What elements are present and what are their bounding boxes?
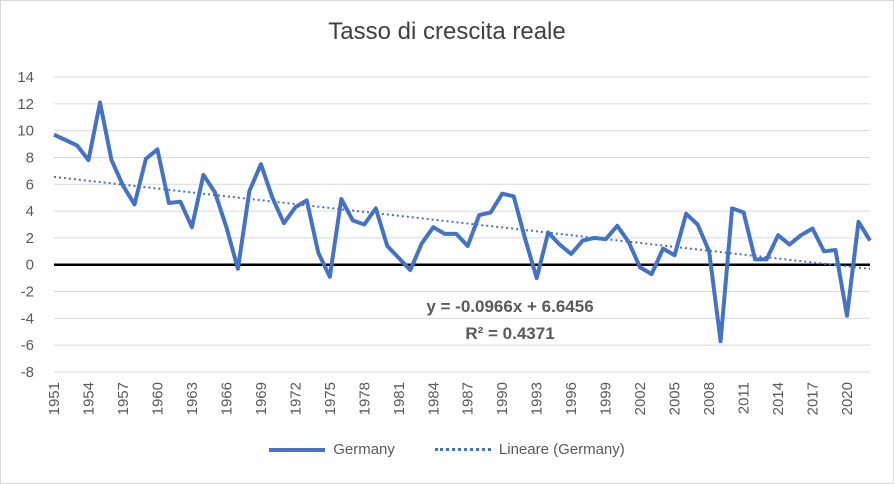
x-tick-label: 1987 (460, 382, 477, 415)
y-tick-label: 0 (26, 257, 34, 274)
y-tick-label: -8 (21, 364, 34, 381)
x-tick-label: 1996 (563, 382, 580, 415)
x-tick-label: 2014 (770, 382, 787, 415)
x-tick-label: 2020 (839, 382, 856, 415)
legend-item-trend: Lineare (Germany) (434, 441, 625, 458)
y-tick-label: 14 (17, 69, 34, 86)
x-tick-label: 1975 (322, 382, 339, 415)
x-tick-label: 1978 (356, 382, 373, 415)
x-tick-label: 1966 (218, 382, 235, 415)
legend: Germany Lineare (Germany) (0, 441, 894, 458)
x-axis-ticks: 1951 1954 1957 1960 1963 1966 1969 1972 1975 1978… (46, 382, 856, 415)
trend-r-squared: R² = 0.4371 (465, 324, 554, 343)
x-tick-label: 1972 (287, 382, 304, 415)
y-tick-label: 6 (26, 176, 34, 193)
y-tick-label: -2 (21, 284, 34, 301)
y-axis-ticks: 14 12 10 8 6 4 2 0 -2 -4 -6 -8 (17, 69, 34, 381)
legend-swatch-solid (269, 447, 326, 452)
y-tick-label: -6 (21, 337, 34, 354)
x-tick-label: 2008 (701, 382, 718, 415)
y-tick-label: 2 (26, 230, 34, 247)
y-tick-label: 10 (17, 123, 34, 140)
x-tick-label: 1951 (46, 382, 63, 415)
y-tick-label: 8 (26, 149, 34, 166)
x-tick-label: 1999 (598, 382, 615, 415)
y-tick-label: 4 (26, 203, 34, 220)
x-tick-label: 2005 (667, 382, 684, 415)
series-line-germany (53, 100, 872, 344)
x-tick-label: 1963 (184, 382, 201, 415)
x-tick-label: 1981 (391, 382, 408, 415)
x-tick-label: 2011 (736, 382, 753, 414)
x-tick-label: 1960 (149, 382, 166, 415)
legend-swatch-dotted (434, 448, 491, 451)
legend-label-trend: Lineare (Germany) (498, 441, 625, 458)
trend-equation: y = -0.0966x + 6.6456 (426, 297, 593, 316)
x-tick-label: 1984 (425, 382, 442, 415)
x-tick-label: 1993 (529, 382, 546, 415)
y-tick-label: 12 (17, 96, 34, 113)
x-tick-label: 1957 (115, 382, 132, 415)
y-tick-label: -4 (21, 310, 34, 327)
chart-title: Tasso di crescita reale (328, 18, 566, 45)
x-tick-label: 1969 (253, 382, 270, 415)
legend-item-germany: Germany (269, 441, 395, 458)
x-tick-label: 2002 (632, 382, 649, 415)
x-tick-label: 1954 (80, 382, 97, 415)
legend-label-germany: Germany (333, 441, 395, 458)
x-tick-label: 2017 (805, 382, 822, 415)
x-tick-label: 1990 (494, 382, 511, 415)
trend-line (53, 175, 871, 270)
